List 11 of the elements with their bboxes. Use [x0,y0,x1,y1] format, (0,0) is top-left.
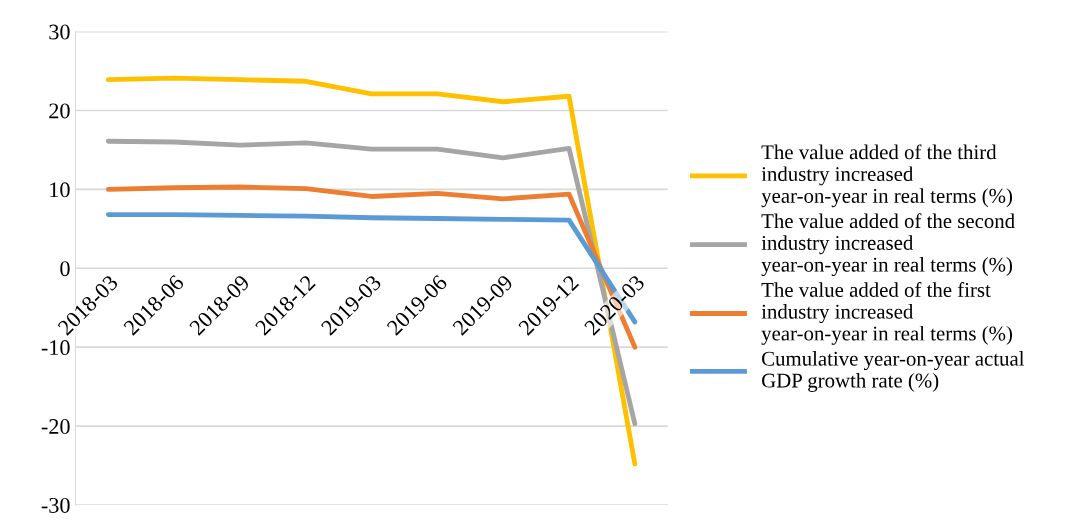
y-tick-label: 0 [60,261,70,277]
y-tick-label: -20 [41,418,70,434]
legend-label: The value added of the second industry increased year-on-year in real terms (%) [761,213,1015,277]
legend-label: Cumulative year-on-year actual GDP growth rate (%) [762,351,1025,392]
legend-label: The value added of the first industry increased year-on-year in real terms (%) [761,282,1013,345]
y-tick-label: -10 [41,340,70,356]
y-tick-label: 20 [49,103,70,119]
legend-label: The value added of the third industry increased year-on-year in real terms (%) [761,144,1013,208]
y-tick-label: 30 [49,24,70,40]
y-tick-label: -30 [41,497,70,513]
y-tick-label: 10 [50,182,70,198]
